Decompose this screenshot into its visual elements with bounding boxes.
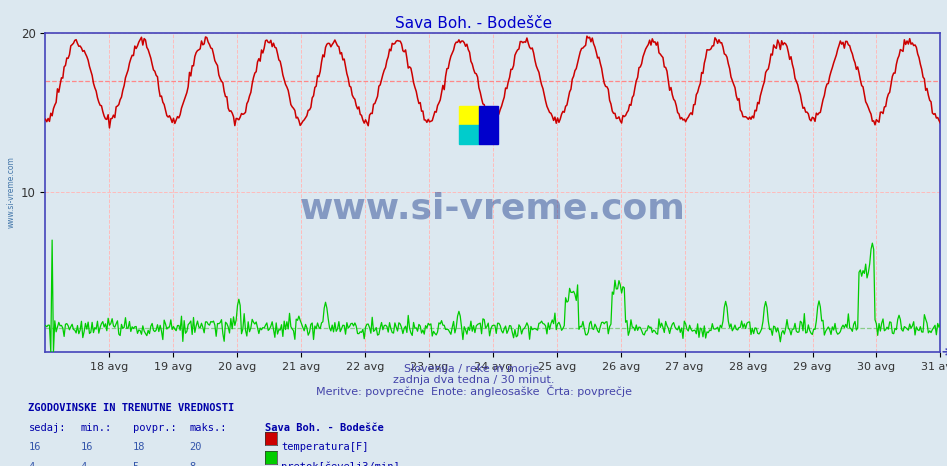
Text: min.:: min.: — [80, 423, 112, 432]
Text: pretok[čevelj3/min]: pretok[čevelj3/min] — [281, 462, 400, 466]
Bar — [459, 106, 478, 125]
Text: temperatura[F]: temperatura[F] — [281, 442, 368, 452]
Text: ZGODOVINSKE IN TRENUTNE VREDNOSTI: ZGODOVINSKE IN TRENUTNE VREDNOSTI — [28, 403, 235, 413]
Text: 20: 20 — [189, 442, 202, 452]
Bar — [459, 125, 478, 144]
Text: 8: 8 — [189, 462, 196, 466]
Text: www.si-vreme.com: www.si-vreme.com — [7, 156, 16, 228]
Text: 4: 4 — [80, 462, 87, 466]
Text: maks.:: maks.: — [189, 423, 227, 432]
Text: Meritve: povprečne  Enote: angleosaške  Črta: povprečje: Meritve: povprečne Enote: angleosaške Čr… — [315, 385, 632, 397]
Text: www.si-vreme.com: www.si-vreme.com — [300, 191, 686, 225]
Text: Slovenija / reke in morje.: Slovenija / reke in morje. — [404, 364, 543, 374]
Text: Sava Boh. - Bodešče: Sava Boh. - Bodešče — [395, 16, 552, 31]
Bar — [478, 106, 498, 144]
Text: 5: 5 — [133, 462, 139, 466]
Text: 18: 18 — [133, 442, 145, 452]
Text: Sava Boh. - Bodešče: Sava Boh. - Bodešče — [265, 423, 384, 432]
Text: 16: 16 — [28, 442, 41, 452]
Text: 16: 16 — [80, 442, 93, 452]
Text: povpr.:: povpr.: — [133, 423, 176, 432]
Text: sedaj:: sedaj: — [28, 423, 66, 432]
Text: 4: 4 — [28, 462, 35, 466]
Text: zadnja dva tedna / 30 minut.: zadnja dva tedna / 30 minut. — [393, 375, 554, 384]
